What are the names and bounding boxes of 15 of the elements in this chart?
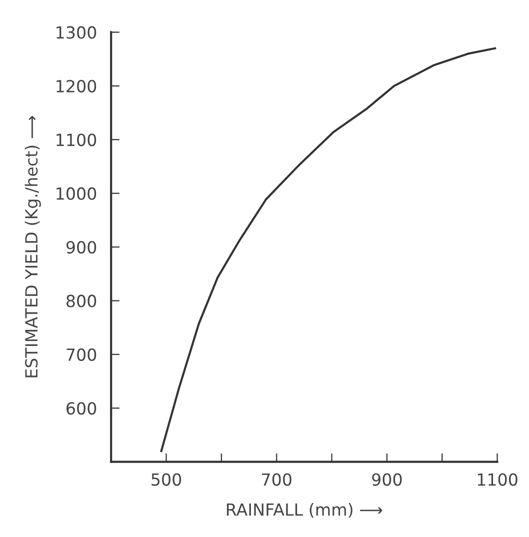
x-axis-title: RAINFALL (mm) ⟶	[226, 502, 382, 518]
y-tick-label: 1000	[56, 187, 96, 200]
line-series	[160, 47, 496, 452]
y-tick-label: 1100	[56, 134, 96, 146]
y-tick-label: 1300	[56, 26, 96, 39]
x-tick-label: 500	[152, 473, 182, 486]
y-tick-label: 1200	[56, 80, 96, 92]
y-tick-label: 900	[66, 240, 96, 254]
x-tick-label: 900	[372, 473, 402, 486]
y-axis-title: ESTIMATED YIELD (Kg./hect) ⟶	[24, 116, 41, 378]
x-tick-label: 700	[262, 473, 292, 486]
y-tick-label: 800	[66, 294, 96, 308]
y-tick-label: 700	[66, 348, 96, 361]
y-tick-label: 600	[66, 402, 96, 415]
x-tick-label: 1100	[478, 473, 518, 486]
